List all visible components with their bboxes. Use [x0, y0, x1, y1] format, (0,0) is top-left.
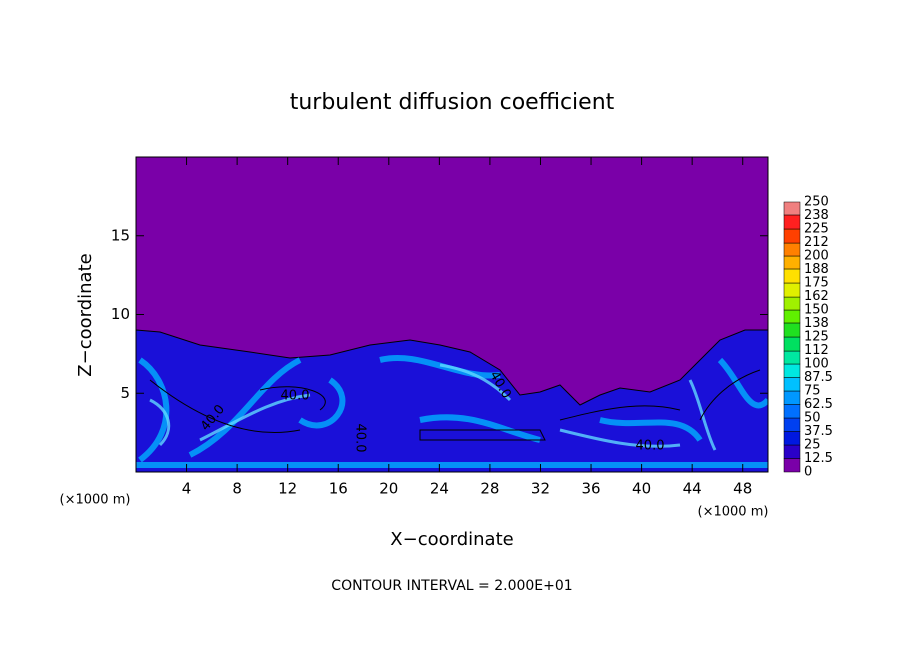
- colorbar-label: 125: [804, 330, 829, 345]
- colorbar-label: 112: [804, 343, 829, 358]
- colorbar-swatch: [783, 350, 801, 365]
- colorbar-label: 50: [804, 411, 821, 426]
- colorbar-swatch: [783, 268, 801, 284]
- x-tick-label: 48: [733, 480, 752, 498]
- chart-title: turbulent diffusion coefficient: [290, 90, 615, 115]
- colorbar-swatch: [783, 282, 801, 298]
- colorbar-label: 212: [804, 235, 829, 250]
- colorbar-label: 175: [804, 276, 829, 291]
- colorbar-swatch: [783, 404, 801, 419]
- colorbar-label: 150: [804, 303, 829, 318]
- colorbar-swatch: [783, 242, 801, 257]
- colorbar-label: 200: [804, 249, 829, 264]
- colorbar-label: 100: [804, 357, 829, 372]
- x-axis-label: X−coordinate: [390, 529, 513, 550]
- colorbar-swatch: [783, 390, 801, 405]
- y-axis-label: Z−coordinate: [75, 253, 96, 376]
- colorbar-swatch: [783, 201, 801, 216]
- colorbar-swatch: [783, 363, 801, 378]
- contour-label: 40.0: [636, 439, 665, 454]
- y-tick-label: 5: [120, 384, 130, 402]
- colorbar-label: 138: [804, 316, 829, 331]
- x-tick-label: 32: [531, 480, 550, 498]
- x-tick-label: 4: [182, 480, 192, 498]
- contour-line: [149, 369, 761, 441]
- x-tick-label: 8: [232, 480, 242, 498]
- colorbar-swatch: [783, 377, 801, 392]
- contour-label: 40.0: [281, 389, 310, 404]
- x-unit-label: (×1000 m): [60, 493, 131, 508]
- colorbar-label: 75: [804, 384, 821, 399]
- x-tick-label: 36: [581, 480, 600, 498]
- colorbar-swatch: [783, 458, 801, 473]
- x-tick-label: 20: [379, 480, 398, 498]
- colorbar-label: 225: [804, 222, 829, 237]
- x-tick-label: 16: [329, 480, 348, 498]
- colorbar-label: 162: [804, 289, 829, 304]
- x-tick-label: 12: [278, 480, 297, 498]
- colorbar-swatch: [783, 322, 801, 338]
- footer: CONTOUR INTERVAL = 2.000E+01: [331, 578, 572, 594]
- colorbar-swatch: [783, 255, 801, 270]
- x-unit-label: (×1000 m): [698, 505, 769, 520]
- colorbar-swatch: [783, 444, 801, 459]
- colorbar-swatch: [783, 417, 801, 432]
- colorbar-swatch: [783, 228, 801, 244]
- x-tick-label: 44: [683, 480, 702, 498]
- y-tick-label: 10: [111, 305, 130, 323]
- colorbar-label: 188: [804, 262, 829, 277]
- colorbar-swatch: [783, 214, 801, 230]
- colorbar-label: 238: [804, 208, 829, 223]
- field: [136, 157, 768, 472]
- x-tick-label: 40: [632, 480, 651, 498]
- colorbar-swatch: [783, 296, 801, 311]
- colorbar-label: 62.5: [804, 397, 833, 412]
- contour-label: 40.0: [353, 424, 368, 453]
- colorbar-swatch: [783, 309, 801, 324]
- colorbar-swatch: [783, 431, 801, 446]
- colorbar-label: 0: [804, 465, 812, 480]
- colorbar-swatch: [783, 336, 801, 352]
- colorbar-label: 250: [804, 195, 829, 210]
- colorbar-label: 25: [804, 438, 821, 453]
- light-swirl: [149, 363, 717, 451]
- colorbar-label: 37.5: [804, 424, 833, 439]
- colorbar-label: 87.5: [804, 370, 833, 385]
- x-tick-label: 28: [480, 480, 499, 498]
- x-tick-label: 24: [430, 480, 449, 498]
- colorbar-label: 12.5: [804, 451, 833, 466]
- y-tick-label: 15: [111, 226, 130, 244]
